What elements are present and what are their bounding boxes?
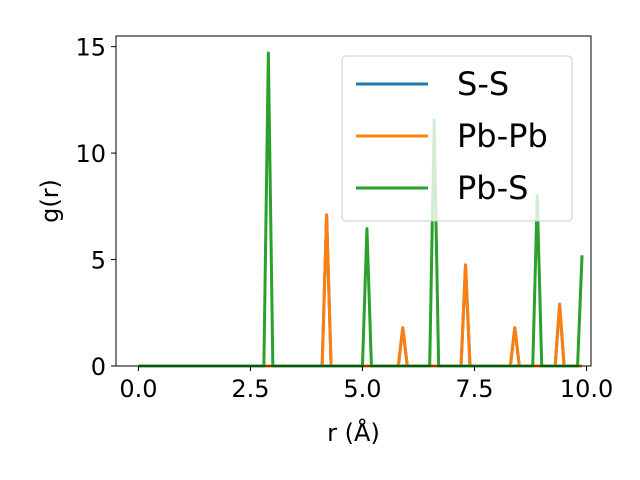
x-axis-ticks: 0.0 2.5 5.0 7.5 10.0 [119,366,613,403]
x-tick-label: 5.0 [343,375,381,403]
legend-label-pb-s: Pb-S [457,169,528,207]
y-tick-label: 0 [91,353,106,381]
y-tick-label: 5 [91,247,106,275]
series-line-pb-pb [138,213,583,368]
y-tick-label: 10 [75,140,106,168]
legend-label-pb-pb: Pb-Pb [457,117,548,155]
x-axis-label: r (Å) [327,418,380,447]
x-tick-label: 2.5 [231,375,269,403]
x-tick-label: 0.0 [119,375,157,403]
plot-frame [115,35,592,367]
legend-box [341,55,573,222]
y-axis-ticks: 0 5 10 15 [75,34,116,381]
y-axis-label: g(r) [36,179,64,223]
x-tick-label: 7.5 [455,375,493,403]
y-tick-label: 15 [75,34,106,62]
legend-label-s-s: S-S [457,65,509,103]
legend: S-S Pb-Pb Pb-S [341,55,573,222]
x-tick-label: 10.0 [560,375,613,403]
